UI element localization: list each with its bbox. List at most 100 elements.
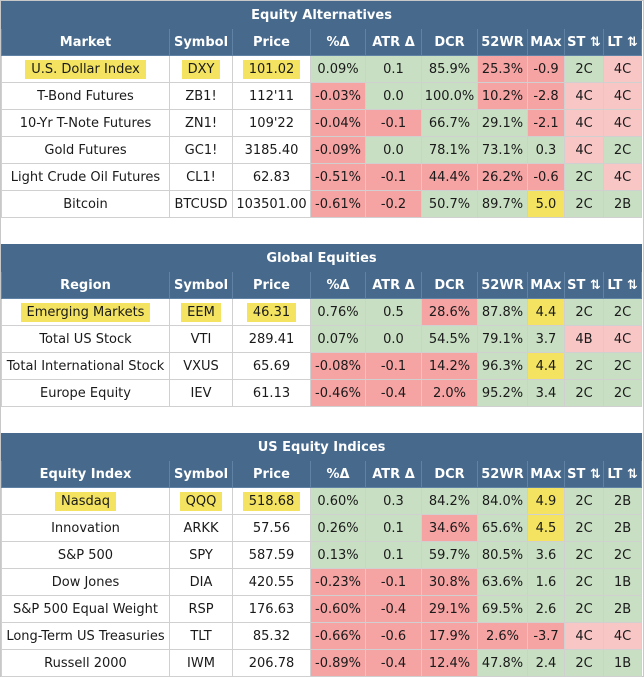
cell-price: 65.69 bbox=[232, 352, 311, 380]
column-header[interactable]: 52WR bbox=[477, 28, 528, 56]
table-row[interactable]: Russell 2000 IWM 206.78 -0.89% -0.4 12.4% 47.8… bbox=[1, 649, 643, 677]
cell-st-rating: 2C bbox=[564, 190, 604, 218]
cell-52wr: 73.1% bbox=[477, 136, 528, 164]
cell-52wr: 10.2% bbox=[477, 82, 528, 110]
cell-dcr: 78.1% bbox=[421, 136, 478, 164]
column-header[interactable]: ATR Δ bbox=[365, 28, 422, 56]
table-row[interactable]: Gold Futures GC1! 3185.40 -0.09% 0.0 78.1% 73.… bbox=[1, 136, 643, 164]
column-header[interactable]: DCR bbox=[421, 460, 478, 488]
cell-lt-rating: 4C bbox=[602, 82, 643, 110]
table-row[interactable]: Total US Stock VTI 289.41 0.07% 0.0 54.5% 79.1… bbox=[1, 325, 643, 353]
price-text: 109'22 bbox=[249, 115, 294, 131]
name-text: Europe Equity bbox=[40, 385, 131, 401]
column-header[interactable]: DCR bbox=[421, 28, 478, 56]
column-header[interactable]: ST ⇅ bbox=[564, 28, 604, 56]
cell-pct-change: 0.26% bbox=[310, 514, 366, 542]
cell-atr-change: -0.1 bbox=[365, 352, 422, 380]
column-header[interactable]: Equity Index bbox=[1, 460, 170, 488]
cell-dcr: 2.0% bbox=[421, 379, 478, 407]
column-header[interactable]: %Δ bbox=[310, 28, 366, 56]
cell-name: S&P 500 Equal Weight bbox=[1, 595, 170, 623]
cell-lt-rating: 2C bbox=[602, 379, 643, 407]
column-header[interactable]: MAx bbox=[527, 271, 565, 299]
column-header[interactable]: ATR Δ bbox=[365, 271, 422, 299]
column-header[interactable]: Symbol bbox=[169, 460, 233, 488]
cell-symbol: DIA bbox=[169, 568, 233, 596]
cell-price: 85.32 bbox=[232, 622, 311, 650]
column-header[interactable]: ATR Δ bbox=[365, 460, 422, 488]
cell-dcr: 100.0% bbox=[421, 82, 478, 110]
column-header[interactable]: 52WR bbox=[477, 460, 528, 488]
column-header[interactable]: LT ⇅ bbox=[602, 28, 643, 56]
table-row[interactable]: Long-Term US Treasuries TLT 85.32 -0.66% -0.… bbox=[1, 622, 643, 650]
table-row[interactable]: S&P 500 Equal Weight RSP 176.63 -0.60% -0.4 2… bbox=[1, 595, 643, 623]
name-text: Long-Term US Treasuries bbox=[6, 628, 165, 644]
cell-st-rating: 2C bbox=[564, 568, 604, 596]
table-row[interactable]: Europe Equity IEV 61.13 -0.46% -0.4 2.0% 95.2%… bbox=[1, 379, 643, 407]
cell-price: 112'11 bbox=[232, 82, 311, 110]
cell-symbol: EEM bbox=[169, 298, 233, 326]
table-row[interactable]: 10-Yr T-Note Futures ZN1! 109'22 -0.04% -0.1… bbox=[1, 109, 643, 137]
cell-atr-change: 0.0 bbox=[365, 136, 422, 164]
cell-name: Innovation bbox=[1, 514, 170, 542]
cell-st-rating: 4C bbox=[564, 136, 604, 164]
column-header[interactable]: %Δ bbox=[310, 271, 366, 299]
cell-dcr: 85.9% bbox=[421, 55, 478, 83]
column-header[interactable]: Price bbox=[232, 460, 311, 488]
cell-52wr: 25.3% bbox=[477, 55, 528, 83]
cell-pct-change: -0.60% bbox=[310, 595, 366, 623]
cell-max: 1.6 bbox=[527, 568, 565, 596]
column-header[interactable]: MAx bbox=[527, 460, 565, 488]
cell-dcr: 84.2% bbox=[421, 487, 478, 515]
table-row[interactable]: Nasdaq QQQ 518.68 0.60% 0.3 84.2% 84.0% 4.9 2C 2B bbox=[1, 487, 643, 515]
section-title-row: US Equity Indices bbox=[0, 433, 643, 461]
cell-max: -0.6 bbox=[527, 163, 565, 191]
column-header[interactable]: Price bbox=[232, 28, 311, 56]
column-header[interactable]: Region bbox=[1, 271, 170, 299]
symbol-text: IWM bbox=[187, 655, 215, 671]
table-row[interactable]: U.S. Dollar Index DXY 101.02 0.09% 0.1 85.9% 2… bbox=[1, 55, 643, 83]
column-header[interactable]: Symbol bbox=[169, 28, 233, 56]
table-row[interactable]: T-Bond Futures ZB1! 112'11 -0.03% 0.0 100.0% 1… bbox=[1, 82, 643, 110]
table-row[interactable]: S&P 500 SPY 587.59 0.13% 0.1 59.7% 80.5% 3.6 2C 2… bbox=[1, 541, 643, 569]
column-header[interactable]: %Δ bbox=[310, 460, 366, 488]
cell-name: Dow Jones bbox=[1, 568, 170, 596]
column-header[interactable]: DCR bbox=[421, 271, 478, 299]
table-row[interactable]: Total International Stock VXUS 65.69 -0.08%… bbox=[1, 352, 643, 380]
symbol-text: SPY bbox=[189, 547, 213, 563]
cell-name: Total International Stock bbox=[1, 352, 170, 380]
column-header[interactable]: ST ⇅ bbox=[564, 460, 604, 488]
symbol-text: ZB1! bbox=[185, 88, 217, 104]
table-row[interactable]: Innovation ARKK 57.56 0.26% 0.1 34.6% 65.6% 4.5… bbox=[1, 514, 643, 542]
cell-name: 10-Yr T-Note Futures bbox=[1, 109, 170, 137]
cell-pct-change: -0.51% bbox=[310, 163, 366, 191]
symbol-text: DXY bbox=[181, 59, 221, 79]
column-header[interactable]: LT ⇅ bbox=[602, 460, 643, 488]
symbol-text: CL1! bbox=[186, 169, 216, 185]
cell-name: Emerging Markets bbox=[1, 298, 170, 326]
column-header[interactable]: LT ⇅ bbox=[602, 271, 643, 299]
cell-st-rating: 2C bbox=[564, 649, 604, 677]
column-header[interactable]: MAx bbox=[527, 28, 565, 56]
column-header[interactable]: Price bbox=[232, 271, 311, 299]
table-row[interactable]: Emerging Markets EEM 46.31 0.76% 0.5 28.6% 87.… bbox=[1, 298, 643, 326]
name-text: Dow Jones bbox=[51, 574, 120, 590]
column-header-row: Equity Index Symbol Price %Δ ATR Δ DCR 52WR MAx… bbox=[1, 460, 643, 488]
cell-52wr: 63.6% bbox=[477, 568, 528, 596]
column-header[interactable]: 52WR bbox=[477, 271, 528, 299]
cell-lt-rating: 2B bbox=[602, 595, 643, 623]
column-header[interactable]: ST ⇅ bbox=[564, 271, 604, 299]
table-row[interactable]: Dow Jones DIA 420.55 -0.23% -0.1 30.8% 63.6% 1.… bbox=[1, 568, 643, 596]
cell-atr-change: 0.3 bbox=[365, 487, 422, 515]
table-row[interactable]: Light Crude Oil Futures CL1! 62.83 -0.51% -0… bbox=[1, 163, 643, 191]
table-row[interactable]: Bitcoin BTCUSD 103501.00 -0.61% -0.2 50.7% 89.… bbox=[1, 190, 643, 218]
name-text: Gold Futures bbox=[44, 142, 127, 158]
price-text: 57.56 bbox=[252, 520, 291, 536]
column-header[interactable]: Market bbox=[1, 28, 170, 56]
name-text: Total US Stock bbox=[39, 331, 132, 347]
cell-symbol: ZN1! bbox=[169, 109, 233, 137]
cell-st-rating: 4C bbox=[564, 82, 604, 110]
cell-dcr: 30.8% bbox=[421, 568, 478, 596]
section-spacer bbox=[2, 218, 642, 245]
column-header[interactable]: Symbol bbox=[169, 271, 233, 299]
